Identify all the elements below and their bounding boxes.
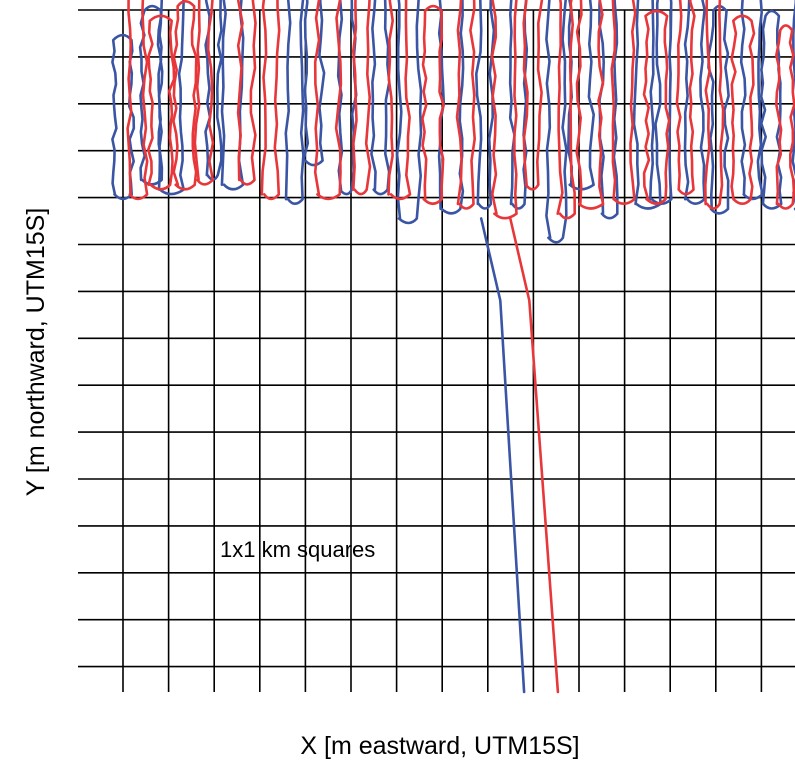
survey-track-lane	[475, 0, 496, 210]
km-grid	[78, 9, 795, 692]
survey-track-lane	[284, 0, 305, 205]
survey-track-lane	[147, 14, 176, 191]
x-axis-label: X [m eastward, UTM15S]	[300, 732, 579, 760]
survey-track-lane	[556, 0, 576, 220]
survey-track-lane	[260, 0, 281, 201]
survey-track-exit	[509, 217, 560, 694]
y-axis-label: Y [m northward, UTM15S]	[22, 208, 50, 497]
survey-track-lane	[598, 0, 619, 220]
survey-track-lane	[387, 0, 412, 201]
survey-track-lane	[421, 4, 445, 205]
survey-track-lane	[437, 0, 465, 215]
survey-track-lane	[632, 0, 662, 210]
survey-track-lane	[610, 0, 637, 205]
survey-track-lane	[649, 0, 673, 205]
survey-track-lane	[683, 0, 706, 205]
survey-track-lane	[739, 0, 764, 201]
survey-track-lane	[575, 0, 605, 210]
survey-track-lane	[522, 0, 544, 191]
survey-track-lane	[707, 4, 730, 215]
survey-track-lane	[775, 24, 795, 210]
survey-track-lane	[508, 0, 529, 210]
grid-annotation: 1x1 km squares	[220, 537, 375, 562]
survey-track-lane	[302, 0, 326, 167]
survey-track-lane	[352, 0, 372, 196]
survey-track-lane	[395, 0, 423, 225]
survey-track-exit	[479, 217, 526, 694]
survey-track-lane	[370, 0, 391, 196]
survey-track-lane	[675, 0, 696, 196]
survey-track-lane	[642, 9, 671, 205]
survey-track-lane	[204, 0, 223, 181]
survey-track-lane	[236, 0, 257, 186]
survey-track-lane	[567, 0, 595, 191]
survey-track-lane	[313, 0, 343, 201]
survey-track-lane	[193, 0, 215, 186]
survey-track-lane	[220, 0, 245, 191]
survey-track-lane	[545, 0, 568, 244]
survey-track-lane	[704, 0, 725, 210]
survey-track-lane	[172, 0, 198, 191]
survey-track-lane	[126, 0, 149, 201]
survey-track-lane	[455, 0, 476, 210]
survey-track-lane	[730, 14, 756, 205]
survey-track-lane	[156, 0, 185, 196]
survey-track-lane	[490, 0, 518, 220]
survey-tracks	[111, 0, 795, 694]
